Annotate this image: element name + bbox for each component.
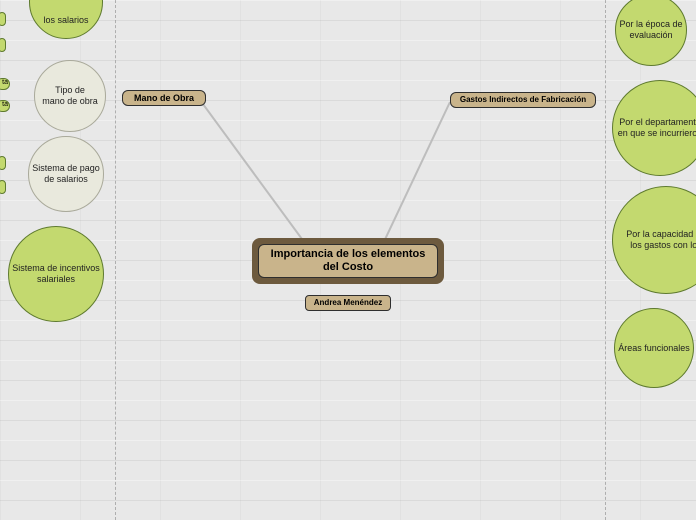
central-text-2: del Costo: [323, 261, 373, 274]
left-pill-4[interactable]: ta: [0, 100, 10, 112]
sistema-incentivos-l2: salariales: [37, 274, 75, 285]
dashed-col-right: [605, 0, 606, 520]
central-node[interactable]: Importancia de los elementos del Costo: [258, 244, 438, 278]
gastos-indirectos-node[interactable]: Gastos Indirectos de Fabricación: [450, 92, 596, 108]
left-pill-3[interactable]: ta: [0, 78, 10, 90]
tipo-mano-obra-l2: mano de obra: [42, 96, 98, 107]
author-text: Andrea Menéndez: [314, 298, 382, 308]
left-pill-6[interactable]: [0, 180, 6, 194]
areas-funcionales-node[interactable]: Áreas funcionales: [614, 308, 694, 388]
sistema-incentivos-node[interactable]: Sistema de incentivos salariales: [8, 226, 104, 322]
por-capacidad-l1: Por la capacidad de: [626, 229, 696, 240]
left-pill-4-text: ta: [2, 101, 8, 108]
mano-de-obra-node[interactable]: Mano de Obra: [122, 90, 206, 106]
por-capacidad-node[interactable]: Por la capacidad de los gastos con los: [612, 186, 696, 294]
sistema-pago-l1: Sistema de pago: [32, 163, 100, 174]
left-pill-3-text: ta: [2, 79, 8, 86]
por-departamento-l2: en que se incurrieron: [618, 128, 696, 139]
los-salarios-node[interactable]: los salarios: [29, 0, 103, 39]
left-pill-5[interactable]: [0, 156, 6, 170]
por-capacidad-l2: los gastos con los: [630, 240, 696, 251]
por-epoca-l2: evaluación: [629, 30, 672, 41]
sistema-pago-l2: de salarios: [44, 174, 88, 185]
central-text-1: Importancia de los elementos: [271, 248, 426, 261]
por-departamento-l1: Por el departamento: [619, 117, 696, 128]
los-salarios-label: los salarios: [43, 15, 88, 26]
por-epoca-l1: Por la época de: [619, 19, 682, 30]
sistema-incentivos-l1: Sistema de incentivos: [12, 263, 100, 274]
sistema-pago-node[interactable]: Sistema de pago de salarios: [28, 136, 104, 212]
tipo-mano-obra-l1: Tipo de: [55, 85, 85, 96]
left-pill-2[interactable]: [0, 38, 6, 52]
tipo-mano-obra-node[interactable]: Tipo de mano de obra: [34, 60, 106, 132]
author-node[interactable]: Andrea Menéndez: [305, 295, 391, 311]
gastos-indirectos-label: Gastos Indirectos de Fabricación: [460, 95, 586, 105]
dashed-col-left: [115, 0, 116, 520]
connector-mano-de-obra: [200, 100, 310, 250]
areas-funcionales-label: Áreas funcionales: [618, 343, 690, 354]
mano-de-obra-label: Mano de Obra: [134, 93, 194, 104]
left-pill-1[interactable]: [0, 12, 6, 26]
por-epoca-node[interactable]: Por la época de evaluación: [615, 0, 687, 66]
connector-gastos: [380, 102, 450, 250]
por-departamento-node[interactable]: Por el departamento en que se incurriero…: [612, 80, 696, 176]
